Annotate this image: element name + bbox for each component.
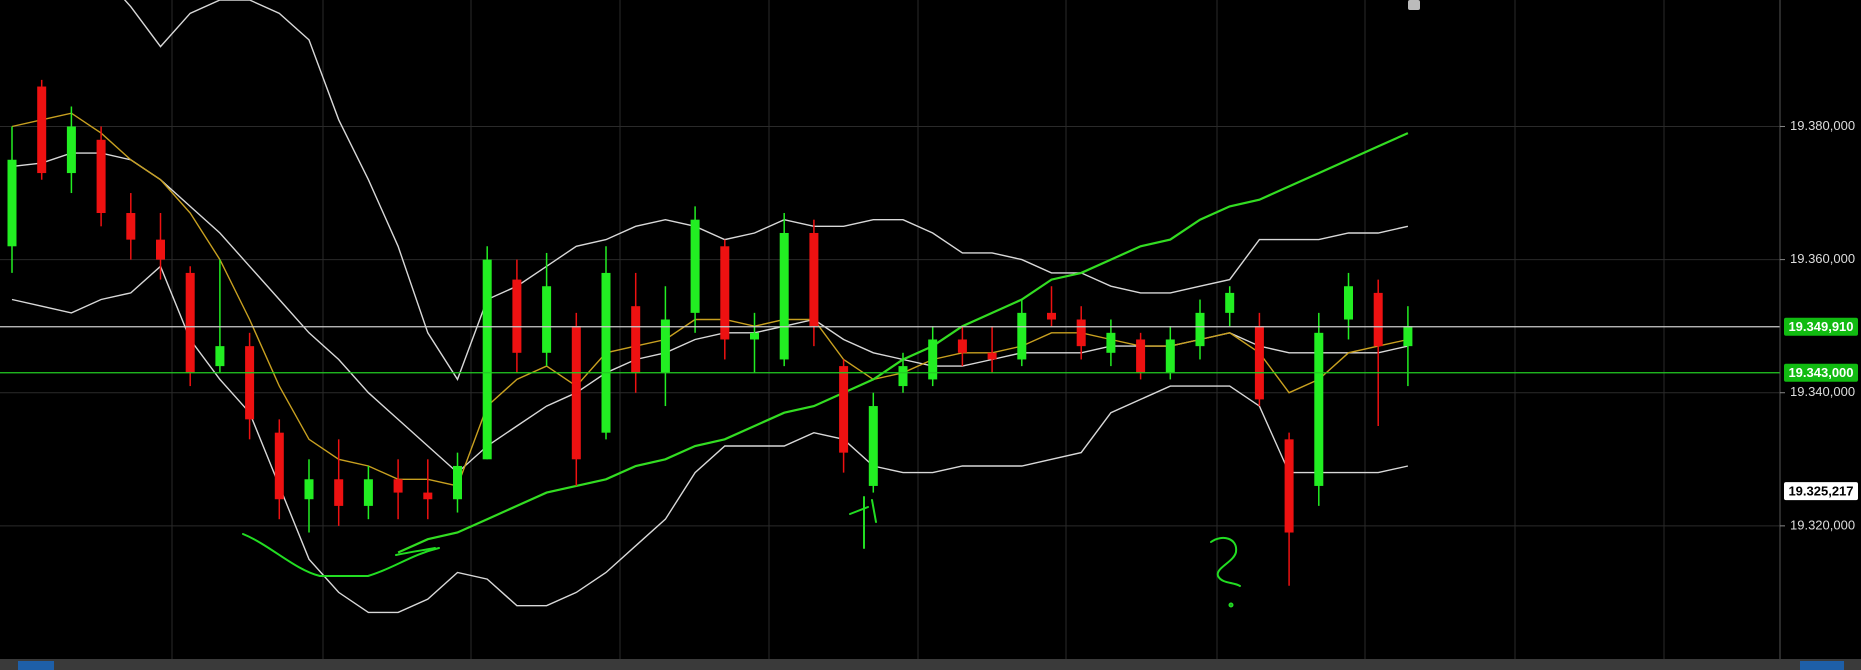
price-tag	[1784, 317, 1858, 336]
candle-body	[7, 159, 17, 247]
indicator-line	[11, 265, 1409, 614]
hand-dot	[1228, 602, 1234, 608]
scroll-button[interactable]	[18, 661, 54, 670]
candle-body	[304, 479, 314, 500]
candle-body	[37, 86, 47, 174]
candle-body	[1344, 286, 1353, 320]
candle-body	[1284, 439, 1294, 533]
candle-body	[720, 246, 730, 340]
candle-body	[482, 259, 492, 460]
indicator-line	[11, 112, 1409, 487]
candle-body	[96, 139, 106, 214]
candle-body	[245, 346, 255, 420]
candle-body	[542, 286, 552, 353]
candle-body	[987, 352, 997, 360]
hand-arrow	[849, 496, 877, 549]
y-tick-label: 19.380,000	[1790, 118, 1855, 133]
price-tag-label: 19.349,910	[1788, 319, 1853, 334]
candle-body	[601, 272, 611, 433]
candle-body	[809, 232, 819, 327]
indicator-line	[123, 0, 1409, 381]
candle-body	[1076, 319, 1086, 347]
hand-stroke	[395, 547, 436, 556]
plot	[0, 0, 1780, 614]
candle-body	[690, 219, 700, 313]
candle-body	[571, 326, 581, 460]
candle-body	[1165, 339, 1175, 373]
candle-body	[215, 346, 225, 367]
price-tag-label: 19.343,000	[1788, 365, 1853, 380]
candle-body	[1106, 332, 1116, 353]
scroll-button[interactable]	[1800, 661, 1844, 670]
annotations	[242, 496, 1241, 608]
toolbar-icon	[1408, 0, 1420, 10]
candle-body	[1373, 292, 1383, 347]
candle-body	[126, 213, 136, 240]
y-tick-label: 19.320,000	[1790, 517, 1855, 532]
candle-body	[839, 366, 849, 453]
y-tick-label: 19.340,000	[1790, 384, 1855, 399]
candle-body	[156, 239, 165, 260]
candle-body	[1047, 312, 1056, 320]
candle-body	[453, 465, 462, 500]
candle-body	[512, 279, 522, 353]
hand-curve	[242, 533, 440, 577]
candle-body	[660, 319, 670, 373]
candle-body	[1017, 312, 1027, 360]
price-tag	[1784, 482, 1858, 501]
candle-body	[1403, 326, 1413, 347]
candle-body	[393, 479, 403, 493]
price-tag-label: 19.325,217	[1788, 484, 1853, 499]
candle-body	[334, 479, 344, 506]
candle-body	[928, 339, 938, 380]
candle-body	[363, 479, 373, 506]
candle-body	[750, 332, 759, 340]
grid	[0, 125, 1780, 527]
y-axis: 19.320,000 19.340,000 19.360,000 19.380,000…	[1780, 118, 1858, 532]
candle-body	[957, 339, 967, 353]
y-tick-label: 19.360,000	[1790, 251, 1855, 266]
candle-body	[185, 272, 195, 373]
candle-body	[868, 406, 878, 486]
candle-body	[779, 232, 789, 360]
candle-body	[1195, 312, 1205, 347]
candle-body	[1254, 326, 1264, 400]
candle-body	[274, 432, 284, 500]
candle-body	[898, 366, 908, 387]
hand-number	[1210, 536, 1241, 587]
candle-body	[631, 306, 641, 373]
price-tag	[1784, 363, 1858, 382]
candle-body	[423, 492, 433, 500]
candle-body	[1225, 292, 1235, 313]
candle-body	[1136, 339, 1146, 373]
candle-body	[1314, 332, 1324, 486]
candle-body	[66, 126, 76, 174]
scrollbar[interactable]	[0, 659, 1861, 670]
